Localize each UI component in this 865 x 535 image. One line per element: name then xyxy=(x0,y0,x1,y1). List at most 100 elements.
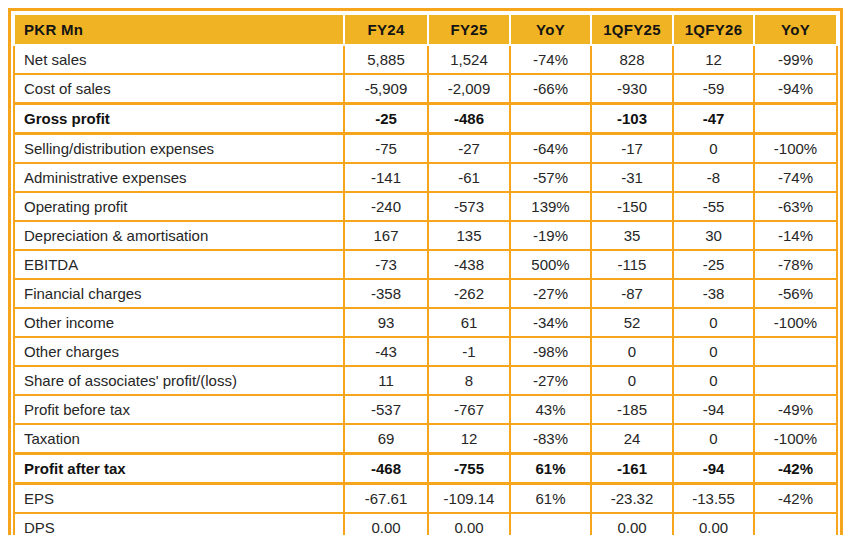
row-label: Financial charges xyxy=(14,279,344,308)
row-label: Gross profit xyxy=(14,104,344,134)
value-cell: -1 xyxy=(428,337,510,366)
value-cell: 61% xyxy=(510,454,591,484)
header-1qfy25: 1QFY25 xyxy=(591,14,673,45)
value-cell: 0.00 xyxy=(428,513,510,535)
value-cell: -55 xyxy=(673,192,754,221)
value-cell: -8 xyxy=(673,163,754,192)
value-cell: -31 xyxy=(591,163,673,192)
row-label: Share of associates' profit/(loss) xyxy=(14,366,344,395)
table-row: Administrative expenses-141-61-57%-31-8-… xyxy=(14,163,837,192)
value-cell: -100% xyxy=(754,424,837,454)
financials-page: PKR Mn FY24 FY25 YoY 1QFY25 1QFY26 YoY N… xyxy=(0,0,865,535)
table-row: Other income9361-34%520-100% xyxy=(14,308,837,337)
value-cell: 61% xyxy=(510,484,591,514)
value-cell xyxy=(510,513,591,535)
value-cell: -59 xyxy=(673,74,754,104)
value-cell: -42% xyxy=(754,454,837,484)
header-1qfy26: 1QFY26 xyxy=(673,14,754,45)
value-cell: -94 xyxy=(673,395,754,424)
value-cell: -358 xyxy=(344,279,428,308)
header-pkr-mn: PKR Mn xyxy=(14,14,344,45)
value-cell: -100% xyxy=(754,134,837,164)
value-cell: -185 xyxy=(591,395,673,424)
table-row: Gross profit-25-486-103-47 xyxy=(14,104,837,134)
value-cell: -61 xyxy=(428,163,510,192)
table-frame: PKR Mn FY24 FY25 YoY 1QFY25 1QFY26 YoY N… xyxy=(8,8,843,535)
value-cell: -38 xyxy=(673,279,754,308)
value-cell: -5,909 xyxy=(344,74,428,104)
income-statement-table: PKR Mn FY24 FY25 YoY 1QFY25 1QFY26 YoY N… xyxy=(13,13,838,535)
value-cell: -100% xyxy=(754,308,837,337)
row-label: Operating profit xyxy=(14,192,344,221)
header-yoy-quarterly: YoY xyxy=(754,14,837,45)
value-cell: -14% xyxy=(754,221,837,250)
value-cell: -755 xyxy=(428,454,510,484)
value-cell: -486 xyxy=(428,104,510,134)
value-cell: -103 xyxy=(591,104,673,134)
value-cell: 30 xyxy=(673,221,754,250)
table-header-row: PKR Mn FY24 FY25 YoY 1QFY25 1QFY26 YoY xyxy=(14,14,837,45)
row-label: Other charges xyxy=(14,337,344,366)
table-row: Operating profit-240-573139%-150-55-63% xyxy=(14,192,837,221)
table-row: Other charges-43-1-98%00 xyxy=(14,337,837,366)
value-cell: 0 xyxy=(591,337,673,366)
row-label: Profit after tax xyxy=(14,454,344,484)
value-cell: 0 xyxy=(673,424,754,454)
table-row: Taxation6912-83%240-100% xyxy=(14,424,837,454)
row-label: DPS xyxy=(14,513,344,535)
value-cell: -141 xyxy=(344,163,428,192)
value-cell: 93 xyxy=(344,308,428,337)
value-cell: -87 xyxy=(591,279,673,308)
value-cell: -78% xyxy=(754,250,837,279)
value-cell: 1,524 xyxy=(428,45,510,74)
header-fy24: FY24 xyxy=(344,14,428,45)
value-cell: 0.00 xyxy=(591,513,673,535)
value-cell: -19% xyxy=(510,221,591,250)
value-cell: -73 xyxy=(344,250,428,279)
value-cell: 35 xyxy=(591,221,673,250)
value-cell: 135 xyxy=(428,221,510,250)
value-cell: 0 xyxy=(673,366,754,395)
value-cell: -56% xyxy=(754,279,837,308)
value-cell: 69 xyxy=(344,424,428,454)
value-cell: -42% xyxy=(754,484,837,514)
value-cell: -75 xyxy=(344,134,428,164)
table-row: Depreciation & amortisation167135-19%353… xyxy=(14,221,837,250)
value-cell: -49% xyxy=(754,395,837,424)
value-cell: -98% xyxy=(510,337,591,366)
value-cell: -43 xyxy=(344,337,428,366)
value-cell: 5,885 xyxy=(344,45,428,74)
value-cell: -17 xyxy=(591,134,673,164)
value-cell: -64% xyxy=(510,134,591,164)
value-cell: -57% xyxy=(510,163,591,192)
table-row: Profit after tax-468-75561%-161-94-42% xyxy=(14,454,837,484)
row-label: Administrative expenses xyxy=(14,163,344,192)
value-cell: -67.61 xyxy=(344,484,428,514)
value-cell: -74% xyxy=(510,45,591,74)
row-label: EPS xyxy=(14,484,344,514)
row-label: Other income xyxy=(14,308,344,337)
row-label: Selling/distribution expenses xyxy=(14,134,344,164)
value-cell: -63% xyxy=(754,192,837,221)
value-cell: -767 xyxy=(428,395,510,424)
table-row: Profit before tax-537-76743%-185-94-49% xyxy=(14,395,837,424)
value-cell: 0 xyxy=(673,134,754,164)
header-yoy-annual: YoY xyxy=(510,14,591,45)
table-row: Net sales5,8851,524-74%82812-99% xyxy=(14,45,837,74)
header-fy25: FY25 xyxy=(428,14,510,45)
value-cell: -13.55 xyxy=(673,484,754,514)
value-cell: 43% xyxy=(510,395,591,424)
table-row: Selling/distribution expenses-75-27-64%-… xyxy=(14,134,837,164)
value-cell: -115 xyxy=(591,250,673,279)
value-cell: 167 xyxy=(344,221,428,250)
value-cell: -66% xyxy=(510,74,591,104)
row-label: EBITDA xyxy=(14,250,344,279)
value-cell: 61 xyxy=(428,308,510,337)
value-cell: -109.14 xyxy=(428,484,510,514)
table-row: EPS-67.61-109.1461%-23.32-13.55-42% xyxy=(14,484,837,514)
value-cell xyxy=(754,337,837,366)
value-cell: -83% xyxy=(510,424,591,454)
row-label: Profit before tax xyxy=(14,395,344,424)
value-cell: 8 xyxy=(428,366,510,395)
value-cell xyxy=(754,366,837,395)
